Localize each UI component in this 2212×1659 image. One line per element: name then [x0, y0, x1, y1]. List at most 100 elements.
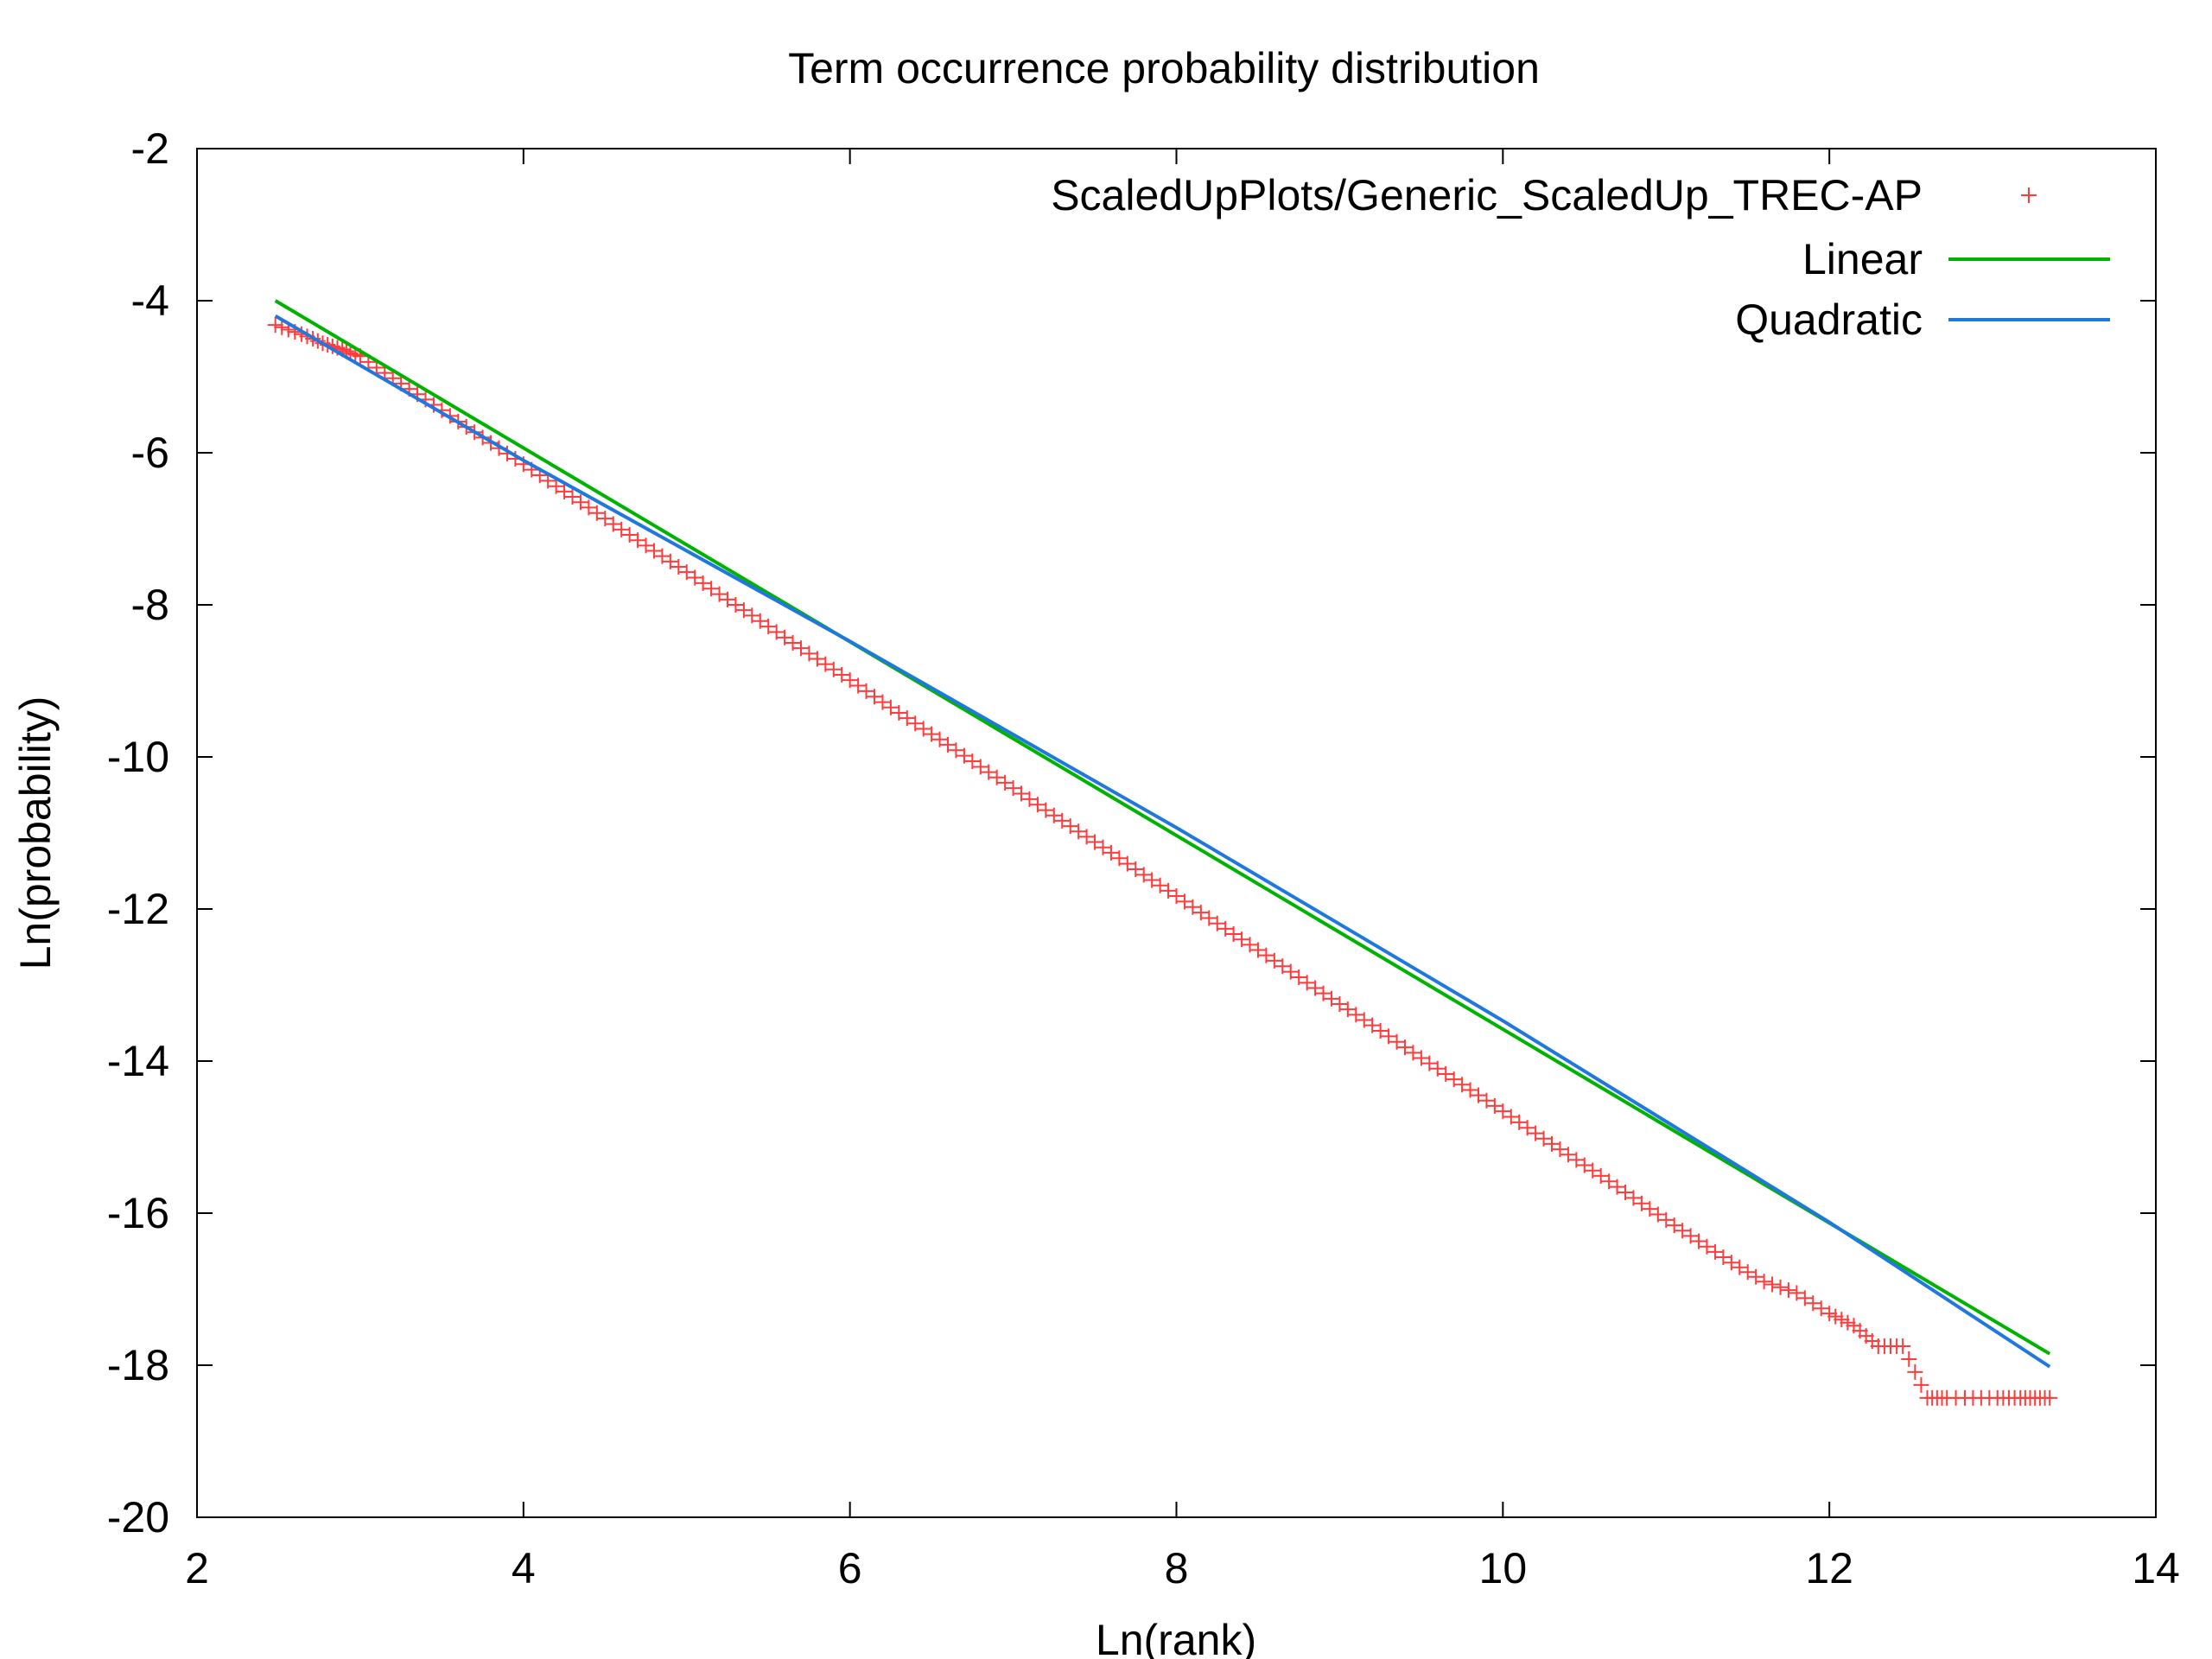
data-point: [267, 317, 283, 334]
data-point: [744, 607, 760, 624]
plot-frame: [196, 148, 2157, 1518]
legend-swatch: [2021, 188, 2037, 203]
data-point: [564, 489, 581, 505]
data-point: [1601, 1173, 1618, 1190]
x-tick-label: 6: [838, 1544, 862, 1592]
data-point: [1038, 802, 1054, 818]
legend-label: Linear: [1802, 235, 1923, 283]
data-point: [1486, 1097, 1503, 1114]
data-point: [1005, 780, 1021, 797]
data-point: [1658, 1211, 1675, 1228]
data-point: [809, 651, 825, 667]
data-point: [735, 602, 752, 619]
data-point: [891, 704, 907, 721]
data-point: [1438, 1065, 1454, 1082]
data-point: [1462, 1082, 1478, 1098]
x-axis-label: Ln(rank): [1096, 1616, 1256, 1659]
data-point: [1396, 1039, 1413, 1056]
data-point: [1103, 844, 1119, 861]
data-point: [687, 569, 703, 586]
x-tick-label: 14: [2132, 1544, 2180, 1592]
data-point: [1249, 942, 1266, 958]
data-point: [752, 613, 768, 629]
x-tick-label: 12: [1805, 1544, 1853, 1592]
data-point: [1356, 1012, 1372, 1028]
data-point: [1258, 947, 1274, 963]
legend-label: ScaledUpPlots/Generic_ScaledUp_TREC-AP: [1051, 171, 1923, 219]
data-point: [1315, 985, 1332, 1001]
data-point: [988, 769, 1005, 785]
data-point: [948, 742, 964, 759]
y-tick-label: -20: [107, 1493, 169, 1541]
data-point: [1568, 1152, 1585, 1168]
data-point: [630, 532, 646, 549]
data-point: [1029, 797, 1046, 813]
y-tick-label: -6: [131, 429, 169, 477]
data-point: [654, 548, 671, 564]
data-point: [581, 499, 597, 516]
data-point: [1201, 910, 1217, 926]
data-point: [645, 543, 662, 559]
data-point: [1618, 1185, 1634, 1201]
data-point: [1827, 1308, 1844, 1325]
y-tick-label: -10: [107, 733, 169, 781]
y-axis-label: Ln(probability): [11, 696, 60, 970]
data-point: [1446, 1071, 1462, 1088]
data-point: [638, 537, 654, 554]
y-tick-label: -18: [107, 1341, 169, 1389]
data-point: [556, 483, 573, 499]
data-point: [1805, 1295, 1821, 1312]
data-point: [1585, 1162, 1601, 1179]
data-point: [1160, 882, 1177, 899]
data-point: [792, 640, 809, 657]
data-point: [1307, 980, 1324, 996]
data-point: [1895, 1338, 1911, 1354]
data-point: [1323, 990, 1339, 1007]
data-point: [842, 672, 858, 689]
data-point: [1756, 1274, 1772, 1290]
data-point: [1176, 893, 1192, 910]
legend-label: Quadratic: [1735, 296, 1923, 344]
data-point: [1592, 1167, 1609, 1184]
data-point: [1217, 920, 1234, 937]
data-point: [2042, 1389, 2058, 1406]
data-points-series: [267, 317, 2058, 1406]
data-point: [1739, 1264, 1756, 1281]
data-point: [597, 511, 613, 527]
data-point: [1707, 1243, 1723, 1260]
data-point: [1511, 1114, 1528, 1130]
x-tick-label: 4: [512, 1544, 536, 1592]
data-point: [1291, 969, 1307, 985]
data-point: [1913, 1376, 1929, 1393]
data-point: [548, 478, 564, 494]
x-tick-label: 8: [1165, 1544, 1189, 1592]
legend-item: ScaledUpPlots/Generic_ScaledUp_TREC-AP: [1051, 171, 2037, 219]
data-point: [1544, 1135, 1560, 1152]
data-point: [1495, 1103, 1511, 1120]
data-point: [924, 726, 940, 742]
data-point: [605, 516, 621, 532]
data-point: [834, 666, 850, 683]
legend-item: Linear: [1802, 235, 2110, 283]
data-point: [728, 597, 744, 613]
data-point: [956, 747, 972, 764]
data-point: [621, 527, 638, 543]
data-point: [1478, 1092, 1495, 1109]
data-point: [1168, 888, 1185, 905]
data-point: [274, 319, 290, 335]
data-point: [1633, 1195, 1649, 1211]
data-point: [915, 721, 931, 737]
data-point: [940, 736, 957, 753]
data-point: [1789, 1285, 1805, 1301]
series-layer: [267, 299, 2058, 1406]
data-point: [1421, 1055, 1438, 1071]
data-point: [1225, 926, 1242, 943]
y-tick-label: -2: [131, 124, 169, 173]
data-point: [1209, 915, 1225, 931]
data-point: [1840, 1314, 1856, 1331]
data-point: [1649, 1206, 1666, 1223]
data-point: [899, 710, 915, 727]
data-point: [1813, 1300, 1829, 1317]
data-point: [850, 677, 867, 694]
